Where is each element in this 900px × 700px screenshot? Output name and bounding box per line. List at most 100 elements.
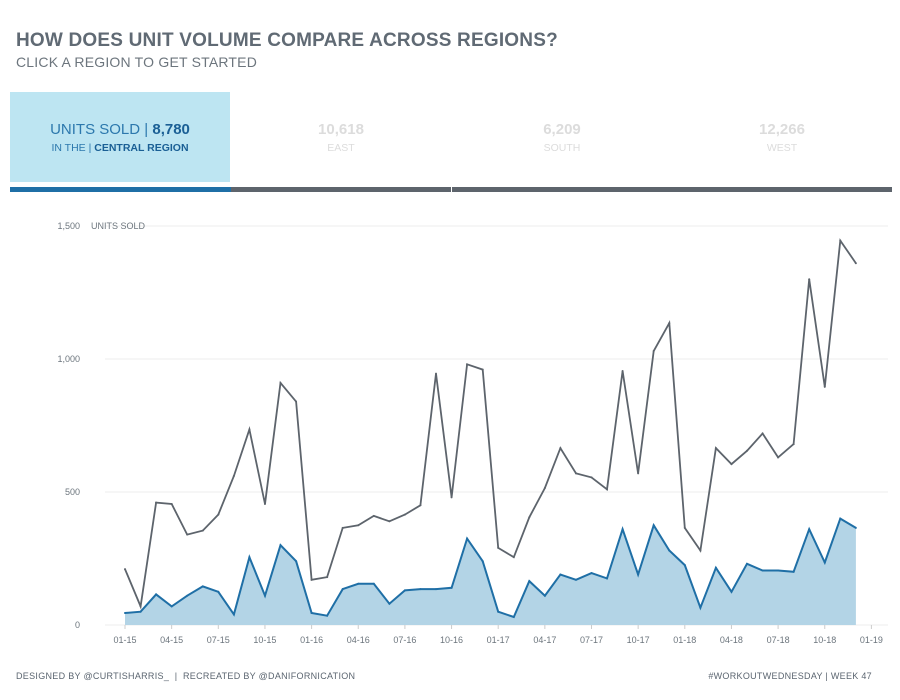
total-point	[341, 526, 344, 529]
total-point	[435, 372, 437, 375]
selected-summary: UNITS SOLD | 8,780	[10, 121, 230, 138]
total-point	[559, 447, 562, 450]
x-tick-label: 10-18	[813, 635, 836, 645]
y-tick-label: 500	[65, 487, 80, 497]
total-point	[326, 576, 329, 579]
separator: |	[144, 121, 149, 138]
region-point	[466, 537, 469, 540]
gridlines	[105, 225, 888, 626]
region-point	[201, 585, 204, 588]
total-point	[854, 262, 857, 265]
total-point	[590, 476, 593, 479]
total-point	[388, 520, 391, 523]
total-point	[574, 472, 577, 475]
x-tick-label: 07-16	[393, 635, 416, 645]
region-point	[792, 570, 795, 573]
region-point	[341, 588, 344, 591]
x-tick-label: 07-17	[580, 635, 603, 645]
region-point	[528, 580, 531, 583]
region-point	[357, 582, 360, 585]
x-tick-label: 01-17	[487, 635, 510, 645]
region-area	[125, 518, 856, 625]
total-point	[357, 524, 360, 527]
data-points	[124, 239, 857, 619]
region-point	[777, 569, 780, 572]
region-point	[435, 588, 437, 591]
region-point	[217, 590, 220, 593]
total-point	[201, 529, 204, 532]
region-tile-central[interactable]: UNITS SOLD | 8,780 IN THE | CENTRAL REGI…	[10, 92, 231, 192]
x-tick-label: 04-17	[533, 635, 556, 645]
total-point	[466, 363, 469, 366]
total-point	[528, 516, 531, 519]
total-point	[777, 456, 780, 459]
tile-underline	[10, 187, 231, 192]
region-point	[155, 593, 158, 596]
selected-region-caption: IN THE | CENTRAL REGION	[10, 142, 230, 154]
region-point	[497, 610, 500, 613]
total-point	[683, 526, 686, 529]
region-point	[683, 564, 686, 567]
hashtag: #WORKOUTWEDNESDAY	[708, 671, 823, 681]
total-point	[746, 449, 748, 452]
region-tile-east[interactable]: 10,618 EAST	[231, 92, 451, 192]
tile-name: WEST	[766, 142, 798, 154]
total-point	[481, 368, 484, 371]
total-point	[372, 514, 375, 517]
region-selector: UNITS SOLD | 8,780 IN THE | CENTRAL REGI…	[10, 92, 892, 194]
footer-credits: DESIGNED BY @CURTISHARRIS_ | RECREATED B…	[16, 671, 355, 681]
region-prefix: IN THE	[51, 142, 86, 154]
region-point	[574, 578, 577, 581]
footer-separator: |	[825, 671, 829, 681]
region-point	[559, 573, 562, 576]
region-point	[854, 526, 857, 529]
tile-name: EAST	[327, 142, 355, 154]
region-tile-south[interactable]: 6,209 SOUTH	[452, 92, 672, 192]
region-point	[279, 544, 282, 547]
x-tick-label: 10-15	[253, 635, 276, 645]
y-tick-label: 1,500	[57, 221, 80, 231]
x-tick-label: 10-16	[440, 635, 463, 645]
region-tile-west[interactable]: 12,266 WEST	[672, 92, 892, 192]
y-axis: 0 500 1,000 1,500	[57, 221, 80, 630]
total-point	[543, 487, 546, 490]
selected-value: 8,780	[152, 121, 190, 138]
region-point	[668, 549, 671, 552]
region-point	[403, 589, 406, 592]
total-point	[279, 381, 282, 384]
region-point	[652, 524, 655, 527]
total-point	[310, 578, 313, 581]
region-point	[124, 612, 126, 615]
region-point	[512, 616, 515, 619]
total-point	[668, 322, 671, 325]
region-point	[263, 594, 266, 597]
region-point	[450, 586, 453, 589]
recreated-by: RECREATED BY @DANIFORNICATION	[183, 671, 356, 681]
total-point	[792, 443, 795, 446]
region-point	[808, 528, 811, 531]
region-point	[419, 588, 422, 591]
total-point	[839, 239, 842, 242]
region-series-line	[124, 517, 857, 619]
x-tick-label: 01-15	[113, 635, 136, 645]
total-point	[808, 278, 811, 281]
tile-underline	[452, 187, 672, 192]
region-point	[326, 614, 329, 617]
total-point	[637, 472, 640, 475]
x-tick-label: 07-18	[767, 635, 790, 645]
region-point	[388, 602, 391, 605]
page-title: HOW DOES UNIT VOLUME COMPARE ACROSS REGI…	[16, 30, 558, 51]
x-tick-label: 01-16	[300, 635, 323, 645]
x-tick-label: 01-18	[673, 635, 696, 645]
page-subtitle: CLICK A REGION TO GET STARTED	[16, 54, 258, 70]
total-point	[139, 605, 142, 608]
x-tick-label: 10-17	[627, 635, 650, 645]
units-sold-chart: 0 500 1,000 1,500 01-15 04-15 07-15 10-15 01-16…	[57, 221, 888, 645]
total-point	[606, 488, 609, 491]
x-tick-label: 01-19	[860, 635, 883, 645]
region-point	[248, 556, 251, 559]
total-point	[699, 549, 702, 552]
total-point	[248, 428, 251, 431]
tile-value: 6,209	[543, 121, 581, 138]
region-point	[310, 612, 313, 615]
